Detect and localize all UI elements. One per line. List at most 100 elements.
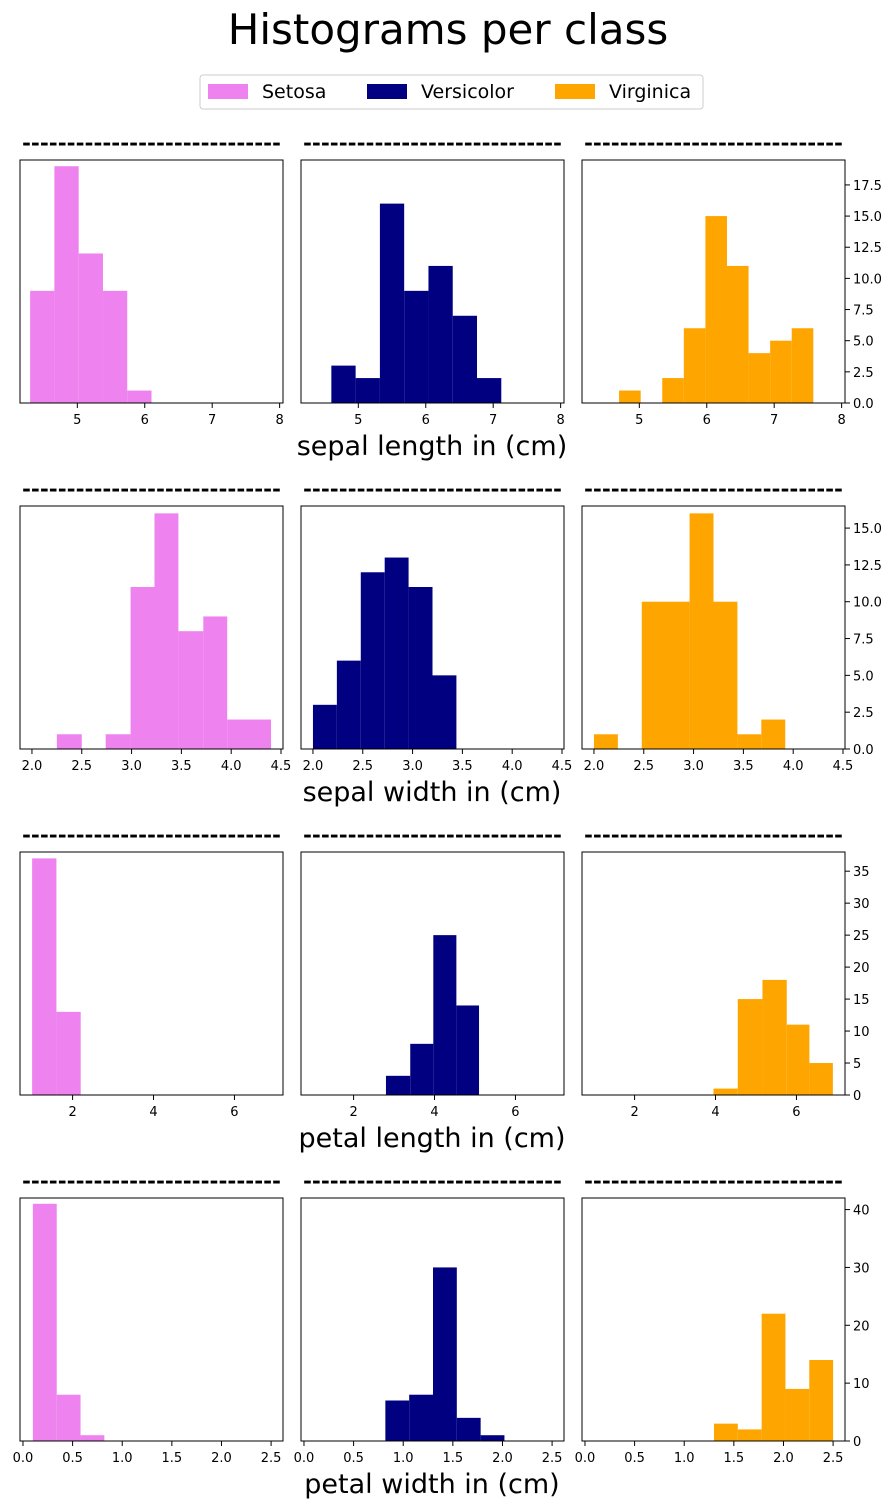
x-tick-label: 0.5 <box>62 1451 83 1466</box>
x-tick-label: 1.0 <box>393 1451 414 1466</box>
separator-line: ----------------------------- <box>303 477 562 501</box>
histogram-bar <box>748 353 771 403</box>
x-tick-label: 5 <box>73 413 81 428</box>
axes-frame <box>581 505 846 750</box>
legend: Setosa Versicolor Virginica <box>199 74 704 110</box>
x-tick-label: 2.5 <box>823 1451 844 1466</box>
histogram-bar <box>428 265 453 403</box>
axes-frame <box>19 505 284 750</box>
y-tick-label: 12.5 <box>853 559 882 574</box>
y-tick-label: 20 <box>853 1319 870 1334</box>
histogram-bar <box>203 616 228 749</box>
panel-r1-setosa: ----------------------------- 5 6 7 8 <box>19 131 284 428</box>
y-tick-label: 2.5 <box>853 366 874 381</box>
histogram-bar <box>786 1024 810 1095</box>
y-tick-label: 40 <box>853 1204 870 1219</box>
x-tick-label: 2.5 <box>261 1451 282 1466</box>
axes-frame <box>19 159 284 404</box>
x-tick-label: 1.0 <box>674 1451 695 1466</box>
separator-line: ----------------------------- <box>584 477 843 501</box>
panel-r3-versicolor: ----------------------------- 2 4 6 <box>300 823 565 1120</box>
separator-line: ----------------------------- <box>584 1169 843 1193</box>
x-tick-label: 2 <box>630 1105 638 1120</box>
axes-frame <box>19 1197 284 1442</box>
histogram-bar <box>127 390 152 403</box>
histogram-bar <box>409 1394 433 1441</box>
separator-line: ----------------------------- <box>303 1169 562 1193</box>
panel-r3-setosa: ----------------------------- 2 4 6 <box>19 823 284 1120</box>
separator-line: ----------------------------- <box>22 1169 281 1193</box>
histogram-bar <box>404 290 429 403</box>
x-axis-label: petal length in (cm) <box>298 1123 565 1154</box>
x-tick-label: 0.5 <box>624 1451 645 1466</box>
x-tick-label: 2.0 <box>492 1451 513 1466</box>
panel-r4-versicolor: ----------------------------- 0.0 0.5 1.0 1.… <box>294 1169 565 1466</box>
x-tick-label: 2.5 <box>352 759 373 774</box>
separator-line: ----------------------------- <box>303 823 562 847</box>
x-tick-label: 2.0 <box>303 759 324 774</box>
histogram-bar <box>477 378 502 403</box>
x-tick-label: 8 <box>275 413 283 428</box>
histogram-bar <box>80 1435 105 1441</box>
y-tick-label: 0.0 <box>853 397 874 412</box>
histogram-bar <box>312 704 337 749</box>
histogram-bar <box>452 315 478 403</box>
histogram-bar <box>683 328 706 403</box>
histogram-bar <box>737 734 762 749</box>
histogram-bar <box>410 1043 434 1095</box>
histogram-bar <box>56 734 82 749</box>
panel-r4-virginica: ----------------------------- 0.0 0.5 1.0 1.… <box>575 1169 870 1466</box>
histogram-bar <box>619 390 641 403</box>
x-tick-label: 4.0 <box>502 759 523 774</box>
y-tick-label: 12.5 <box>853 241 882 256</box>
histogram-bar <box>56 1011 81 1095</box>
histogram-bar <box>480 1435 505 1441</box>
histogram-bar <box>456 1417 481 1441</box>
x-tick-label: 0.0 <box>294 1451 315 1466</box>
histogram-bar <box>385 1075 411 1095</box>
y-tick-label: 20 <box>853 961 870 976</box>
histogram-bar <box>32 1203 57 1441</box>
x-tick-label: 1.5 <box>443 1451 464 1466</box>
histogram-bar <box>379 203 405 403</box>
axes-frame <box>300 851 565 1096</box>
x-tick-label: 1.0 <box>112 1451 133 1466</box>
x-tick-label: 2 <box>349 1105 357 1120</box>
y-tick-label: 0 <box>853 1435 861 1450</box>
histogram-bar <box>737 1429 762 1441</box>
histogram-bar <box>130 587 155 749</box>
x-tick-label: 4 <box>430 1105 438 1120</box>
separator-line: ----------------------------- <box>584 823 843 847</box>
panel-r4-setosa: ----------------------------- 0.0 0.5 1.0 1.… <box>13 1169 284 1466</box>
x-tick-label: 7 <box>489 413 497 428</box>
y-tick-label: 5.0 <box>853 335 874 350</box>
x-tick-label: 3.5 <box>452 759 473 774</box>
histogram-bar <box>336 660 361 749</box>
histogram-bar <box>227 719 272 749</box>
histogram-bar <box>593 734 618 749</box>
y-tick-label: 2.5 <box>853 706 874 721</box>
histogram-bar <box>662 378 684 403</box>
histogram-bar <box>689 513 714 749</box>
x-tick-label: 6 <box>511 1105 519 1120</box>
y-tick-label: 0 <box>853 1089 861 1104</box>
x-tick-label: 4.0 <box>221 759 242 774</box>
histogram-bar <box>384 557 409 749</box>
histogram-bar <box>432 675 457 749</box>
histogram-bar <box>78 253 103 403</box>
separator-line: ----------------------------- <box>22 131 281 155</box>
x-tick-label: 2.0 <box>22 759 43 774</box>
x-tick-label: 6 <box>792 1105 800 1120</box>
panel-r2-versicolor: ----------------------------- 2.0 2.5 3.0 3.… <box>300 477 572 774</box>
histogram-bar <box>355 378 380 403</box>
axes-frame <box>581 159 846 404</box>
legend-label-virginica: Virginica <box>609 81 691 103</box>
x-tick-label: 5 <box>354 413 362 428</box>
legend-swatch-setosa <box>208 84 248 99</box>
x-tick-label: 4.5 <box>271 759 292 774</box>
x-tick-label: 4.5 <box>833 759 854 774</box>
chart-title: Histograms per class <box>228 5 669 54</box>
x-tick-label: 0.0 <box>13 1451 34 1466</box>
y-tick-label: 10.0 <box>853 272 882 287</box>
